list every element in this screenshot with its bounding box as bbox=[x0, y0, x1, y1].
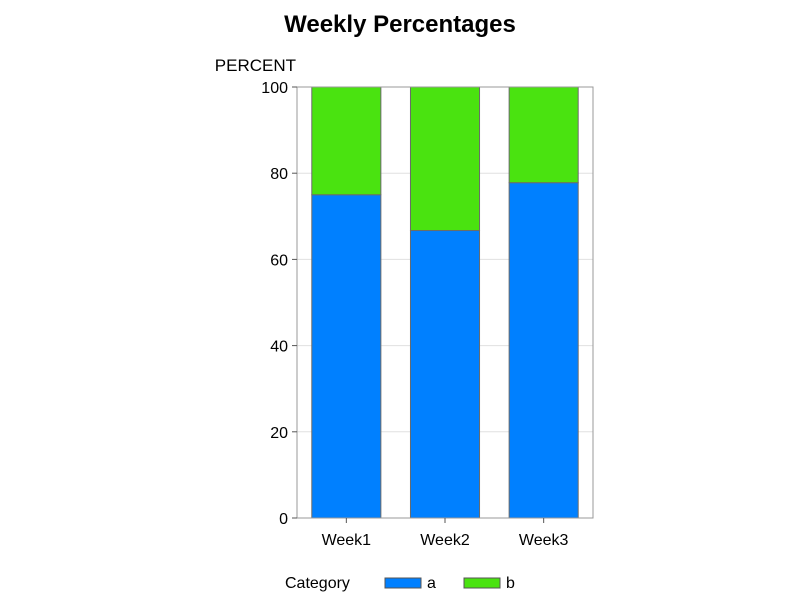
legend-label-a: a bbox=[427, 575, 436, 592]
y-tick-label: 100 bbox=[261, 80, 288, 97]
legend-title: Category bbox=[285, 575, 350, 592]
x-axis-ticks: Week1 Week2 Week3 bbox=[322, 518, 569, 549]
chart-title: Weekly Percentages bbox=[284, 11, 516, 38]
y-tick-label: 80 bbox=[270, 166, 288, 183]
x-tick-label: Week1 bbox=[322, 532, 372, 549]
bars bbox=[311, 86, 579, 519]
bar-week1-a bbox=[311, 194, 382, 519]
legend-label-b: b bbox=[506, 575, 515, 592]
legend-swatch-b bbox=[463, 577, 501, 589]
legend-swatch-a bbox=[384, 577, 422, 589]
y-tick-label: 20 bbox=[270, 425, 288, 442]
y-tick-label: 60 bbox=[270, 252, 288, 269]
bar-week3-b bbox=[508, 86, 579, 184]
legend: Category a b bbox=[285, 575, 515, 592]
x-tick-label: Week3 bbox=[519, 532, 569, 549]
bar-week1-b bbox=[311, 86, 382, 196]
x-tick-label: Week2 bbox=[420, 532, 470, 549]
bar-week3-a bbox=[508, 182, 579, 519]
y-tick-label: 40 bbox=[270, 339, 288, 356]
y-axis-ticks: 0 20 40 60 80 100 bbox=[261, 80, 297, 528]
y-tick-label: 0 bbox=[279, 511, 288, 528]
bar-week2-a bbox=[409, 230, 481, 519]
y-axis-label: PERCENT bbox=[215, 56, 296, 75]
bar-week2-b bbox=[409, 86, 481, 232]
